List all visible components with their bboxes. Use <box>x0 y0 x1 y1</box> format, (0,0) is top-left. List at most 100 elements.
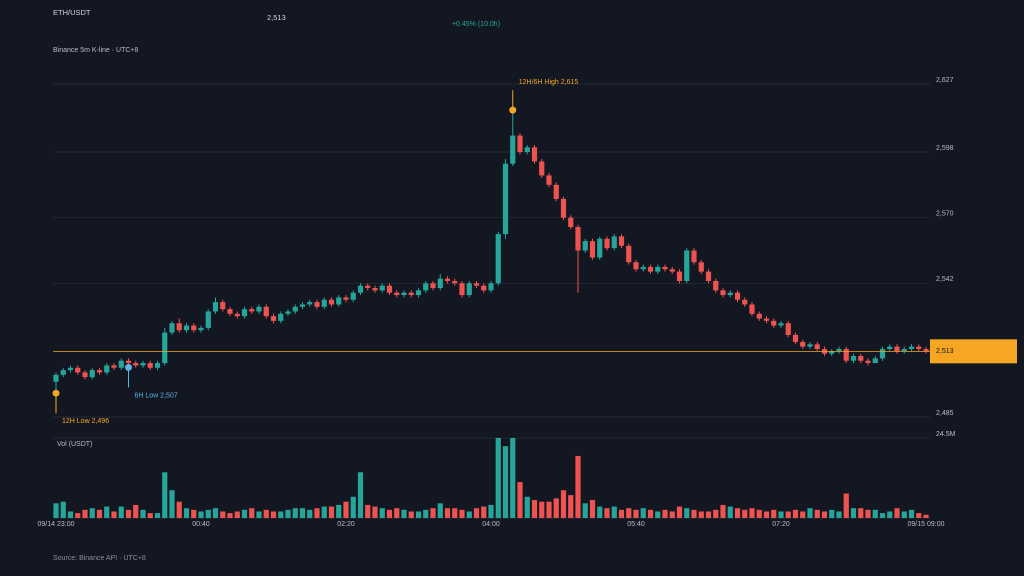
candle-body <box>691 250 697 263</box>
candle-body <box>270 316 277 321</box>
candle-body <box>647 266 654 272</box>
candle-body <box>321 299 327 307</box>
candle-body <box>727 292 733 296</box>
candle-body <box>785 323 791 335</box>
volume-bar <box>270 511 277 518</box>
volume-bar <box>611 506 617 518</box>
volume-bar <box>517 482 523 518</box>
candle-body <box>582 241 588 251</box>
annotation-label: 6H Low 2,507 <box>135 392 178 399</box>
volume-bar <box>879 513 886 518</box>
candle-body <box>292 306 298 312</box>
annotation-label: 12H/6H High 2,615 <box>519 79 579 86</box>
candle-body <box>792 334 799 342</box>
candle-body <box>249 309 255 312</box>
volume-bar <box>887 511 893 518</box>
candle-body <box>502 163 509 235</box>
candle-body <box>495 234 501 284</box>
source-note: Source: Binance API · UTC+8 <box>53 555 146 562</box>
candle-body <box>140 363 146 366</box>
volume-bar <box>923 514 929 518</box>
volume-bar <box>256 511 262 518</box>
volume-bar <box>220 511 226 518</box>
volume-bar <box>814 509 820 518</box>
candle-body <box>307 302 313 305</box>
volume-bar <box>278 511 284 518</box>
candle-body <box>705 271 712 281</box>
volume-bar <box>176 501 182 518</box>
candle-body <box>720 290 726 296</box>
candle-body <box>698 262 704 272</box>
volume-bar <box>183 508 190 518</box>
chart-subtitle: Binance 5m K-line · UTC+8 <box>53 47 139 54</box>
volume-bar <box>647 509 654 518</box>
candle-body <box>299 304 306 307</box>
candle-body <box>604 238 610 249</box>
candle-body <box>916 346 922 349</box>
volume-bar <box>147 513 153 518</box>
candle-body <box>568 217 574 228</box>
volume-bar <box>372 506 378 518</box>
volume-bar <box>466 511 472 518</box>
candle-body <box>263 306 269 317</box>
candle-body <box>618 236 625 246</box>
volume-bar <box>205 509 211 518</box>
candle-body <box>67 367 74 371</box>
volume-bar <box>633 509 639 518</box>
volume-bar <box>908 509 915 518</box>
volume-bar <box>82 509 88 518</box>
volume-bar <box>691 509 697 518</box>
candle-body <box>488 283 494 291</box>
price-change: +0.45% (10.0h) <box>452 21 500 28</box>
candle-body <box>742 299 748 305</box>
candle-body <box>466 283 472 296</box>
candle-body <box>865 360 871 364</box>
volume-bar <box>111 511 117 518</box>
candle-body <box>444 278 451 281</box>
candle-body <box>423 283 429 291</box>
candle-body <box>379 285 385 291</box>
volume-bar <box>118 506 124 518</box>
candle-body <box>829 351 835 354</box>
candle-body <box>778 323 784 326</box>
volume-bar <box>437 503 443 518</box>
volume-bar <box>546 501 552 518</box>
volume-bar <box>162 472 168 518</box>
candle-body <box>241 309 248 317</box>
candle-body <box>510 135 516 164</box>
candle-body <box>212 302 219 312</box>
x-tick-label: 07:20 <box>772 521 790 528</box>
x-tick-label: 02:20 <box>337 521 355 528</box>
candle-body <box>771 320 777 326</box>
volume-bar <box>343 501 349 518</box>
volume-bar <box>75 513 81 518</box>
volume-bar <box>836 511 842 518</box>
candle-body <box>626 245 632 263</box>
volume-bar <box>227 513 233 518</box>
volume-bar <box>89 508 95 518</box>
volume-bar <box>553 498 559 518</box>
x-tick-label: 09/14 23:00 <box>38 521 75 528</box>
candle-body <box>401 292 407 296</box>
volume-bar <box>488 504 494 518</box>
volume-bar <box>67 511 74 518</box>
candle-body <box>372 288 378 291</box>
volume-bar <box>473 508 480 518</box>
candle-body <box>162 332 168 364</box>
volume-bar <box>415 511 422 518</box>
volume-bar <box>575 455 581 518</box>
candle-body <box>633 262 639 270</box>
candle-body <box>125 360 132 364</box>
candle-body <box>669 269 675 272</box>
candle-body <box>640 266 646 270</box>
volume-bar <box>336 504 342 518</box>
candle-body <box>836 348 842 352</box>
candle-body <box>176 323 182 331</box>
volume-bar <box>807 508 813 518</box>
volume-bar <box>299 508 306 518</box>
candle-body <box>357 285 364 293</box>
volume-bar <box>684 508 690 518</box>
volume-bar <box>829 509 835 518</box>
volume-bar <box>104 506 110 518</box>
volume-bar <box>452 508 458 518</box>
